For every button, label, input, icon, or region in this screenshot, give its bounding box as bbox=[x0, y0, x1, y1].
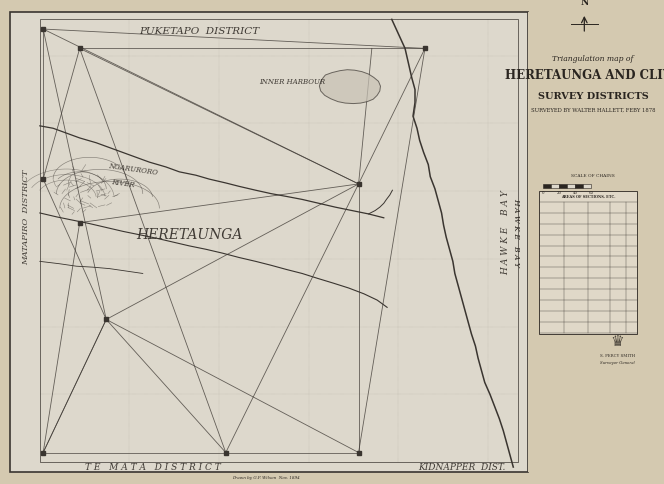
Bar bbox=[10, 12, 528, 472]
Text: 60: 60 bbox=[588, 191, 594, 195]
Text: NGARURORO: NGARURORO bbox=[108, 162, 158, 177]
Text: INNER HARBOUR: INNER HARBOUR bbox=[259, 78, 325, 86]
Text: H A W K E    B A Y: H A W K E B A Y bbox=[501, 190, 511, 275]
Bar bbox=[583, 184, 591, 188]
Polygon shape bbox=[319, 70, 380, 104]
Text: Triangulation map of: Triangulation map of bbox=[552, 55, 633, 63]
Text: AREAS OF SECTIONS, ETC.: AREAS OF SECTIONS, ETC. bbox=[561, 195, 616, 199]
Text: SURVEY DISTRICTS: SURVEY DISTRICTS bbox=[538, 92, 648, 101]
Text: HERETAUNGA AND CLIVE: HERETAUNGA AND CLIVE bbox=[505, 70, 664, 82]
Text: N: N bbox=[580, 0, 588, 7]
Text: KIDNAPPER  DIST.: KIDNAPPER DIST. bbox=[418, 463, 505, 471]
Bar bbox=[567, 184, 575, 188]
Text: HERETAUNGA: HERETAUNGA bbox=[136, 228, 242, 242]
Bar bbox=[551, 184, 559, 188]
Text: RIVER: RIVER bbox=[111, 178, 135, 190]
Bar bbox=[40, 19, 518, 462]
Text: Drawn by G.P. Wilson  Nov. 1894: Drawn by G.P. Wilson Nov. 1894 bbox=[232, 476, 299, 480]
Bar bbox=[559, 184, 567, 188]
Bar bbox=[528, 12, 664, 472]
Bar bbox=[539, 191, 637, 334]
Text: ♛: ♛ bbox=[611, 334, 624, 348]
Text: 40: 40 bbox=[572, 191, 578, 195]
Text: 20: 20 bbox=[556, 191, 562, 195]
Text: SURVEYED BY WALTER HALLETT, FEBY 1878: SURVEYED BY WALTER HALLETT, FEBY 1878 bbox=[531, 108, 655, 113]
Text: T E   M A T A   D I S T R I C T: T E M A T A D I S T R I C T bbox=[85, 463, 220, 471]
Text: SCALE OF CHAINS: SCALE OF CHAINS bbox=[571, 174, 615, 178]
Bar bbox=[575, 184, 583, 188]
Text: 0: 0 bbox=[542, 191, 544, 195]
Text: S. PERCY SMITH: S. PERCY SMITH bbox=[600, 354, 635, 358]
Text: H A W K E   B A Y: H A W K E B A Y bbox=[513, 198, 521, 267]
Bar bbox=[543, 184, 551, 188]
Text: PUKETAPO  DISTRICT: PUKETAPO DISTRICT bbox=[139, 27, 259, 36]
Text: MATAPIRO  DISTRICT: MATAPIRO DISTRICT bbox=[23, 170, 31, 266]
Text: Surveyor General: Surveyor General bbox=[600, 361, 635, 365]
